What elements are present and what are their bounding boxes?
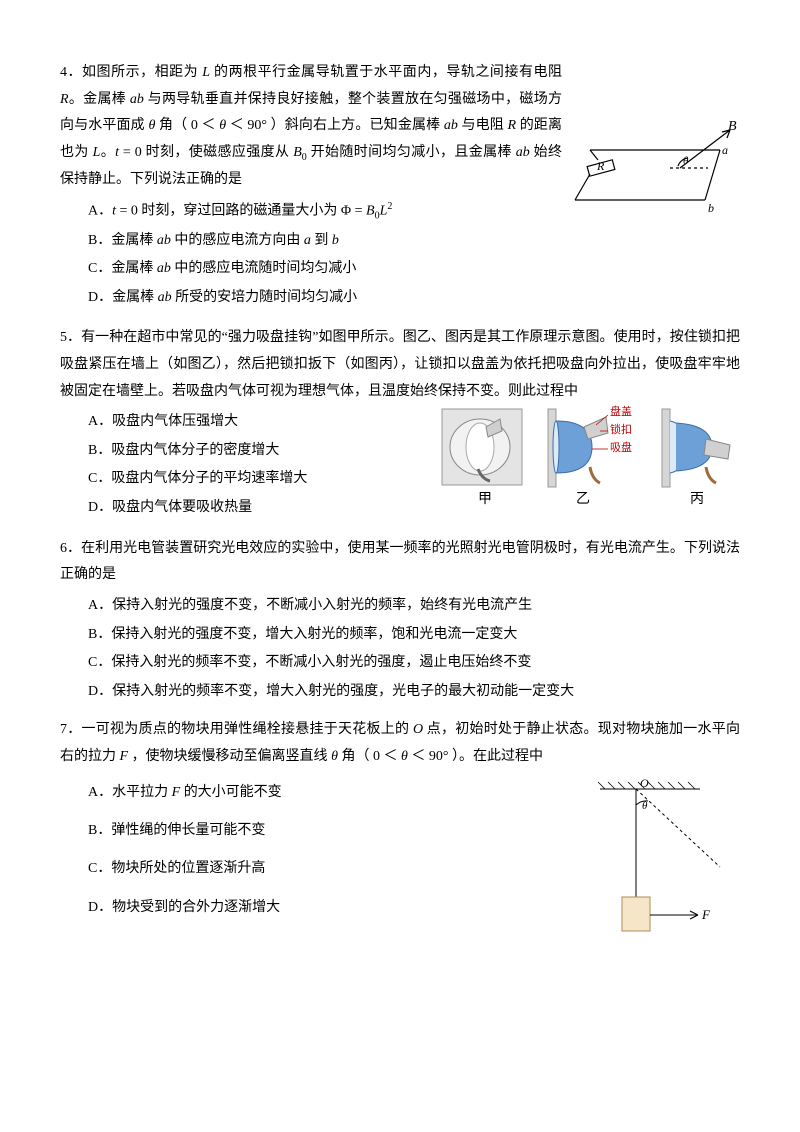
- svg-text:F: F: [701, 907, 711, 922]
- question-5-body: 5．有一种在超市中常见的“强力吸盘挂钩”如图甲所示。图乙、图丙是其工作原理示意图…: [60, 325, 740, 405]
- q7-text: 一可视为质点的物块用弹性绳栓接悬挂于天花板上的 O 点，初始时处于静止状态。现对…: [60, 722, 740, 764]
- q4-figure: R B θ a b: [570, 120, 740, 230]
- q5-figures: 甲 盘盖 锁扣 吸盘 乙: [440, 403, 740, 524]
- svg-text:O: O: [640, 776, 649, 790]
- q5-label-xi: 吸盘: [610, 440, 632, 454]
- q4-opt-d: D．金属棒 ab 所受的安培力随时间均匀减小: [88, 285, 740, 312]
- q5-text: 有一种在超市中常见的“强力吸盘挂钩”如图甲所示。图乙、图丙是其工作原理示意图。使…: [60, 330, 740, 398]
- question-7: 7．一可视为质点的物块用弹性绳栓接悬挂于天花板上的 O 点，初始时处于静止状态。…: [60, 717, 740, 954]
- q4-opt-c: C．金属棒 ab 中的感应电流随时间均匀减小: [88, 256, 740, 283]
- question-6-body: 6．在利用光电管装置研究光电效应的实验中，使用某一频率的光照射光电管阴极时，有光…: [60, 536, 740, 589]
- q5-label-pan: 盘盖: [610, 404, 632, 418]
- q6-opt-c: C．保持入射光的频率不变，不断减小入射光的强度，遏止电压始终不变: [88, 650, 740, 677]
- svg-text:θ: θ: [642, 800, 648, 812]
- q5-num: 5．: [60, 330, 81, 345]
- q4-opt-b: B．金属棒 ab 中的感应电流方向由 a 到 b: [88, 228, 740, 255]
- q6-opt-d: D．保持入射光的频率不变，增大入射光的强度，光电子的最大初动能一定变大: [88, 679, 740, 706]
- q6-opt-a: A．保持入射光的强度不变，不断减小入射光的频率，始终有光电流产生: [88, 593, 740, 620]
- question-7-body: 7．一可视为质点的物块用弹性绳栓接悬挂于天花板上的 O 点，初始时处于静止状态。…: [60, 717, 740, 770]
- q5-label-yi: 乙: [576, 491, 590, 507]
- q6-text: 在利用光电管装置研究光电效应的实验中，使用某一频率的光照射光电管阴极时，有光电流…: [60, 541, 740, 583]
- q6-num: 6．: [60, 541, 81, 556]
- q5-label-bing: 丙: [690, 492, 704, 507]
- question-4: R B θ a b 4．如图所示，相距为 L 的两根平行金属导轨置于水平面内，导…: [60, 60, 740, 313]
- question-6: 6．在利用光电管装置研究光电效应的实验中，使用某一频率的光照射光电管阴极时，有光…: [60, 536, 740, 706]
- svg-text:R: R: [596, 159, 605, 173]
- q5-svg: 甲 盘盖 锁扣 吸盘 乙: [440, 403, 740, 513]
- q7-figure: O θ F: [580, 775, 730, 955]
- question-5: 5．有一种在超市中常见的“强力吸盘挂钩”如图甲所示。图乙、图丙是其工作原理示意图…: [60, 325, 740, 523]
- svg-text:a: a: [722, 143, 728, 157]
- q5-label-suo: 锁扣: [610, 422, 632, 436]
- svg-text:B: B: [728, 120, 737, 134]
- q4-text: 4．如图所示，相距为 L 的两根平行金属导轨置于水平面内，导轨之间接有电阻 R。…: [60, 65, 562, 187]
- question-4-body: R B θ a b 4．如图所示，相距为 L 的两根平行金属导轨置于水平面内，导…: [60, 60, 740, 193]
- q7-num: 7．: [60, 722, 82, 737]
- q6-options: A．保持入射光的强度不变，不断减小入射光的频率，始终有光电流产生 B．保持入射光…: [88, 593, 740, 705]
- q6-opt-b: B．保持入射光的强度不变，增大入射光的频率，饱和光电流一定变大: [88, 622, 740, 649]
- svg-text:b: b: [708, 201, 714, 215]
- q5-label-jia: 甲: [478, 492, 492, 507]
- svg-text:θ: θ: [683, 155, 689, 167]
